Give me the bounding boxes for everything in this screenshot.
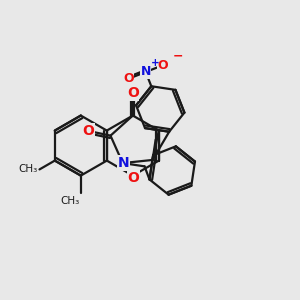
Text: N: N (118, 156, 129, 170)
Text: −: − (173, 50, 183, 63)
Text: O: O (127, 86, 139, 100)
Text: O: O (158, 59, 168, 72)
Text: CH₃: CH₃ (60, 196, 79, 206)
Text: CH₃: CH₃ (18, 164, 37, 174)
Text: O: O (128, 171, 140, 185)
Text: O: O (82, 124, 94, 138)
Text: +: + (151, 58, 160, 68)
Text: O: O (123, 72, 134, 85)
Text: N: N (140, 65, 151, 79)
